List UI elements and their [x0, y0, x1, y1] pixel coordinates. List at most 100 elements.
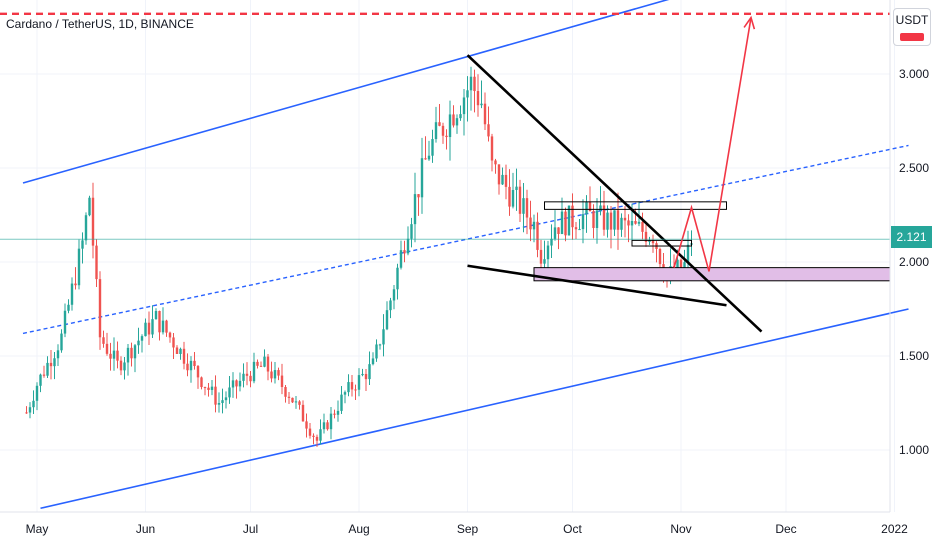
- candle-body: [637, 221, 641, 224]
- candle-body: [445, 135, 448, 138]
- candle-body: [256, 361, 259, 366]
- candle-body: [585, 201, 588, 215]
- candle-body: [466, 90, 469, 98]
- currency-badge[interactable]: USDT: [893, 8, 931, 46]
- x-tick-label: Nov: [670, 522, 691, 536]
- candle-body: [567, 205, 571, 236]
- candle-body: [140, 336, 144, 341]
- candle-body: [406, 238, 410, 254]
- candle-body: [368, 364, 371, 380]
- candle-body: [581, 214, 585, 230]
- candle-body: [683, 262, 686, 269]
- x-tick-label: Sep: [457, 522, 479, 536]
- candle-body: [616, 210, 620, 230]
- candle-body: [235, 380, 238, 387]
- candle-body: [536, 221, 539, 250]
- candle-body: [46, 362, 49, 376]
- candle-body: [501, 174, 504, 185]
- candle-body: [508, 186, 511, 207]
- candle-body: [154, 311, 158, 320]
- candle-body: [84, 215, 88, 241]
- candle-body: [102, 337, 105, 344]
- candle-body: [165, 320, 168, 333]
- wedge-lower-trendline: [467, 264, 727, 307]
- candle-body: [417, 194, 420, 198]
- candle-body: [70, 283, 74, 305]
- candle-body: [630, 220, 634, 226]
- candle-body: [340, 394, 343, 411]
- candle-body: [357, 375, 361, 390]
- candle-body: [196, 366, 200, 378]
- x-tick-label: Dec: [775, 522, 796, 536]
- candle-body: [266, 356, 270, 372]
- candle-body: [329, 413, 333, 430]
- candle-body: [193, 360, 196, 367]
- candle-body: [658, 249, 662, 265]
- candle-body: [550, 238, 553, 246]
- candle-body: [427, 155, 431, 160]
- candle-body: [312, 435, 315, 437]
- support-zone: [533, 267, 891, 282]
- candle-body: [130, 347, 133, 359]
- channel-lower-line: [40, 308, 909, 510]
- candle-body: [294, 401, 298, 403]
- candle-body: [231, 380, 235, 388]
- candle-body: [518, 186, 522, 214]
- candle-body: [144, 322, 147, 337]
- candle-body: [679, 259, 683, 269]
- channel-upper-line: [22, 0, 670, 184]
- candle-body: [476, 91, 480, 106]
- x-tick-label: Jul: [243, 522, 258, 536]
- candle-body: [413, 194, 417, 225]
- x-tick-label: May: [26, 522, 49, 536]
- ascending-channel: [22, 0, 909, 510]
- candle-body: [291, 397, 294, 403]
- candle-body: [189, 360, 193, 371]
- candle-body: [298, 401, 301, 405]
- candle-body: [399, 250, 403, 268]
- candle-body: [613, 210, 616, 230]
- candle-body: [168, 332, 172, 338]
- candle-body: [273, 370, 277, 379]
- candle-body: [88, 197, 91, 216]
- x-tick-label: Aug: [348, 522, 369, 536]
- candle-body: [609, 212, 613, 230]
- candle-body: [28, 407, 32, 413]
- candle-body: [315, 436, 319, 441]
- candle-body: [39, 374, 42, 386]
- candle-body: [60, 333, 63, 351]
- candle-body: [371, 358, 375, 365]
- drawings: [0, 12, 891, 333]
- candle-body: [158, 311, 161, 333]
- candle-body: [546, 245, 550, 260]
- candle-body: [56, 350, 60, 359]
- time-axis[interactable]: May Jun Jul Aug Sep Oct Nov Dec 2022: [0, 511, 908, 536]
- candle-body: [123, 362, 126, 371]
- candle-body: [326, 422, 329, 430]
- candle-body: [245, 373, 249, 376]
- candle-body: [210, 386, 214, 390]
- candle-body: [515, 186, 518, 190]
- candle-body: [32, 400, 35, 408]
- candle-body: [438, 122, 441, 126]
- candle-body: [203, 387, 207, 389]
- candle-body: [424, 158, 427, 160]
- candle-body: [98, 279, 102, 338]
- x-tick-label: Oct: [563, 522, 582, 536]
- candle-body: [620, 217, 623, 230]
- candle-body: [588, 201, 592, 212]
- candle-body: [217, 403, 221, 405]
- candle-body: [259, 365, 263, 367]
- candle-body: [392, 289, 396, 301]
- candle-body: [116, 350, 119, 361]
- price-axis[interactable]: 1.000 1.500 2.000 2.500 3.000: [889, 0, 929, 512]
- candle-body: [77, 248, 81, 286]
- candle-body: [623, 217, 627, 221]
- candle-body: [469, 76, 473, 91]
- candle-body: [644, 231, 648, 242]
- candle-body: [410, 224, 413, 239]
- candle-body: [595, 210, 599, 228]
- currency-label: USDT: [895, 13, 929, 27]
- candle-body: [249, 375, 252, 382]
